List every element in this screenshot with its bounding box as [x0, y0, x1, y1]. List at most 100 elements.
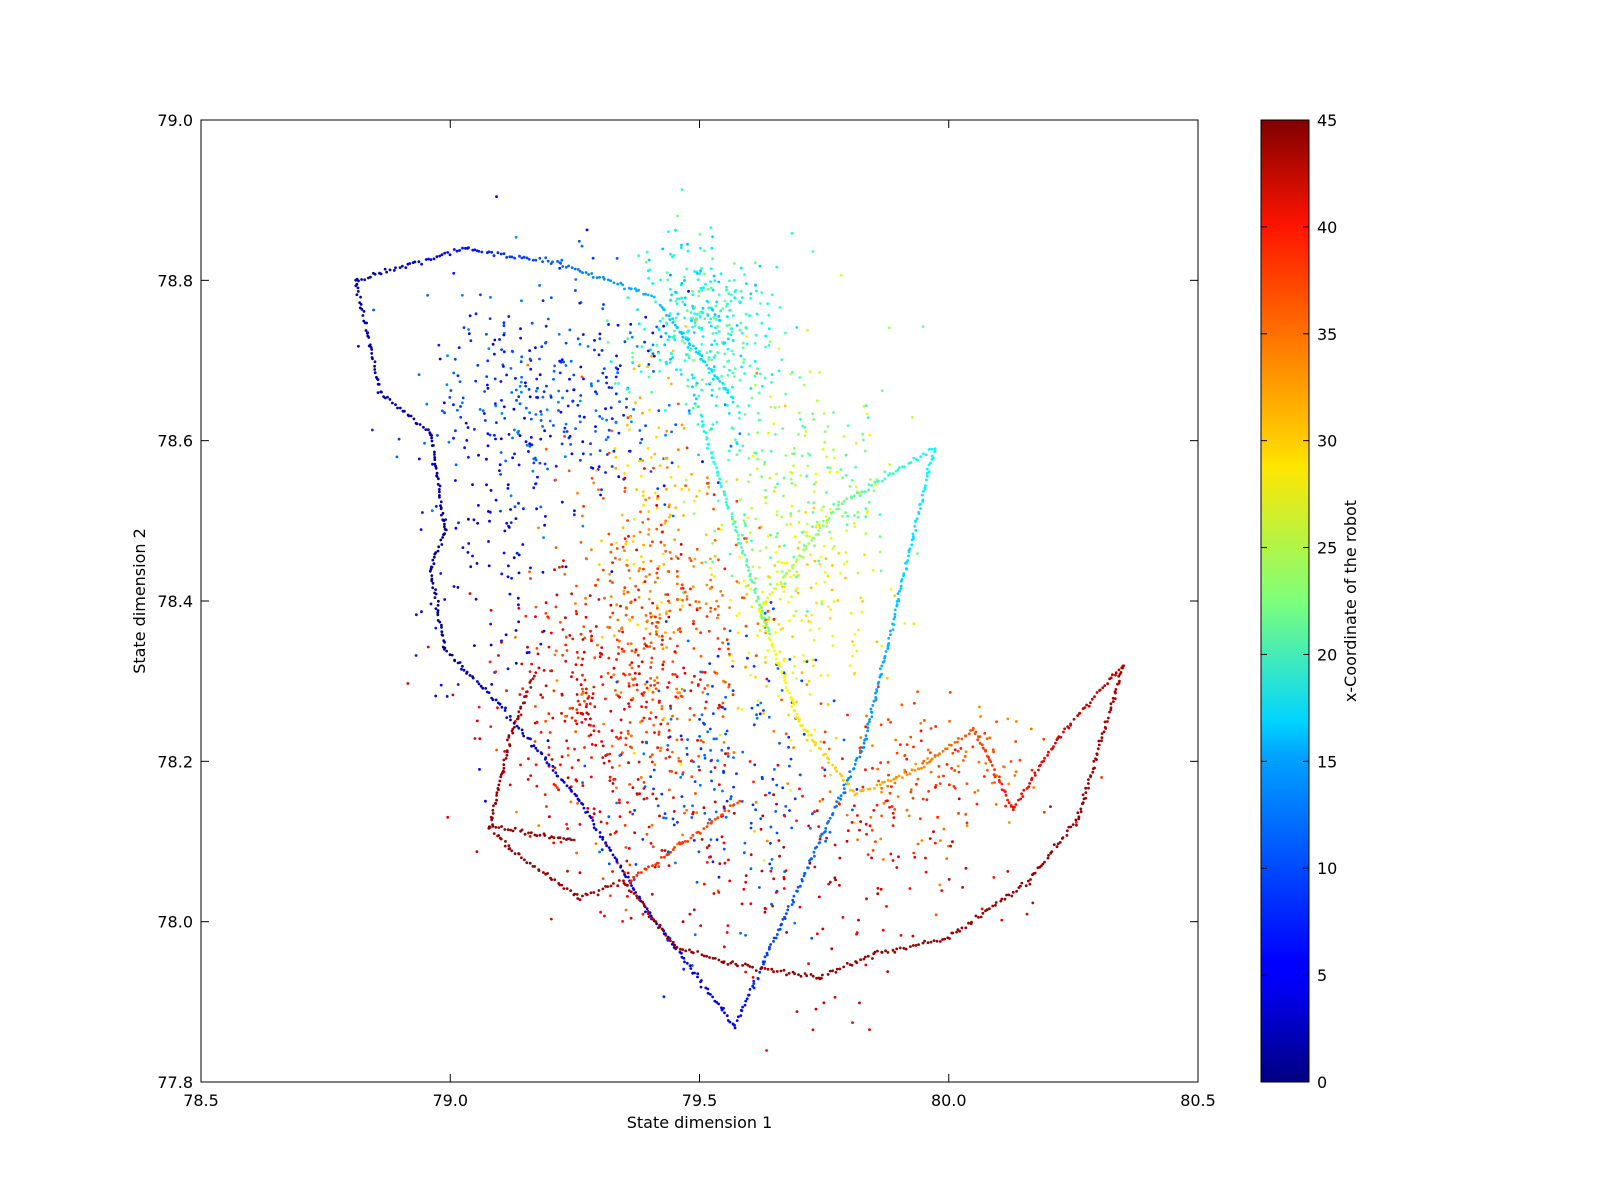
- scatter-point: [546, 317, 550, 321]
- trajectory-point: [747, 565, 750, 569]
- scatter-point: [607, 759, 611, 763]
- trajectory-point: [821, 519, 825, 523]
- trajectory-point: [1060, 837, 1064, 840]
- scatter-point: [700, 713, 704, 717]
- scatter-point: [729, 795, 733, 798]
- scatter-point: [651, 614, 655, 618]
- trajectory-point: [884, 650, 888, 653]
- scatter-point: [578, 871, 582, 875]
- scatter-point: [514, 517, 518, 520]
- scatter-point: [738, 555, 742, 559]
- trajectory-point: [443, 251, 447, 255]
- scatter-point: [607, 656, 611, 660]
- trajectory-point: [598, 835, 602, 839]
- trajectory-point: [491, 808, 495, 812]
- scatter-point: [691, 804, 694, 808]
- scatter-point: [738, 449, 741, 452]
- scatter-point: [679, 763, 683, 767]
- scatter-point: [513, 505, 517, 509]
- scatter-point: [644, 315, 648, 319]
- scatter-point: [527, 450, 530, 453]
- trajectory-point: [894, 469, 898, 473]
- trajectory-point: [1033, 771, 1037, 775]
- scatter-point: [647, 363, 651, 366]
- trajectory-point: [748, 988, 752, 991]
- scatter-point: [806, 452, 810, 455]
- scatter-point: [494, 498, 498, 502]
- scatter-point: [485, 383, 489, 387]
- scatter-point: [712, 365, 716, 368]
- trajectory-point: [855, 792, 859, 795]
- trajectory-point: [476, 680, 479, 683]
- scatter-point: [766, 431, 770, 435]
- scatter-point: [780, 689, 784, 692]
- scatter-point: [896, 795, 900, 798]
- scatter-point: [611, 870, 614, 873]
- trajectory-point: [902, 574, 905, 578]
- trajectory-point: [430, 434, 433, 437]
- scatter-point: [698, 735, 701, 738]
- scatter-point: [544, 611, 548, 615]
- scatter-point: [699, 286, 703, 290]
- trajectory-point: [769, 943, 772, 946]
- trajectory-point: [922, 765, 926, 769]
- trajectory-point: [739, 542, 742, 545]
- scatter-point: [625, 558, 629, 562]
- scatter-point: [726, 302, 729, 306]
- scatter-point: [651, 343, 655, 347]
- scatter-point: [541, 570, 545, 574]
- scatter-point: [506, 487, 510, 490]
- scatter-point: [528, 442, 532, 446]
- scatter-point: [515, 551, 519, 555]
- scatter-point: [579, 394, 583, 397]
- trajectory-point: [711, 956, 715, 960]
- scatter-point: [762, 462, 766, 466]
- scatter-point: [651, 282, 655, 285]
- trajectory-point: [502, 758, 506, 762]
- trajectory-point: [1024, 884, 1028, 888]
- scatter-point: [732, 756, 735, 759]
- trajectory-point: [464, 246, 467, 250]
- scatter-point: [697, 290, 701, 293]
- y-tick-label: 78.4: [157, 592, 193, 611]
- scatter-point: [713, 800, 717, 804]
- trajectory-point: [373, 272, 377, 276]
- trajectory-point: [745, 997, 749, 1001]
- scatter-point: [651, 331, 655, 335]
- scatter-point: [528, 570, 531, 574]
- trajectory-point: [497, 826, 501, 829]
- trajectory-point: [602, 277, 606, 281]
- trajectory-point: [992, 773, 996, 777]
- trajectory-point: [560, 883, 564, 887]
- scatter-point: [657, 409, 661, 412]
- trajectory-point: [819, 835, 822, 838]
- trajectory-point: [1091, 767, 1095, 771]
- scatter-point: [713, 279, 717, 282]
- scatter-point: [669, 717, 673, 721]
- scatter-point: [724, 815, 728, 819]
- trajectory-point: [619, 281, 623, 285]
- scatter-point: [778, 854, 781, 858]
- scatter-point: [964, 866, 968, 870]
- scatter-point: [661, 247, 665, 251]
- scatter-point: [853, 514, 856, 517]
- scatter-point: [942, 774, 945, 778]
- scatter-point: [640, 606, 644, 609]
- scatter-point: [551, 716, 555, 720]
- scatter-point: [731, 352, 735, 356]
- scatter-point: [678, 608, 682, 612]
- trajectory-point: [1100, 739, 1103, 743]
- scatter-point: [563, 719, 567, 723]
- scatter-point: [720, 835, 724, 839]
- trajectory-point: [436, 482, 440, 486]
- scatter-point: [642, 637, 646, 640]
- scatter-point: [632, 683, 635, 687]
- scatter-point: [773, 485, 777, 489]
- scatter-point: [783, 404, 787, 408]
- scatter-point: [564, 715, 567, 718]
- scatter-point: [724, 732, 727, 736]
- trajectory-point: [797, 554, 801, 558]
- scatter-point: [659, 335, 663, 339]
- scatter-point: [631, 540, 635, 543]
- scatter-point: [722, 679, 725, 683]
